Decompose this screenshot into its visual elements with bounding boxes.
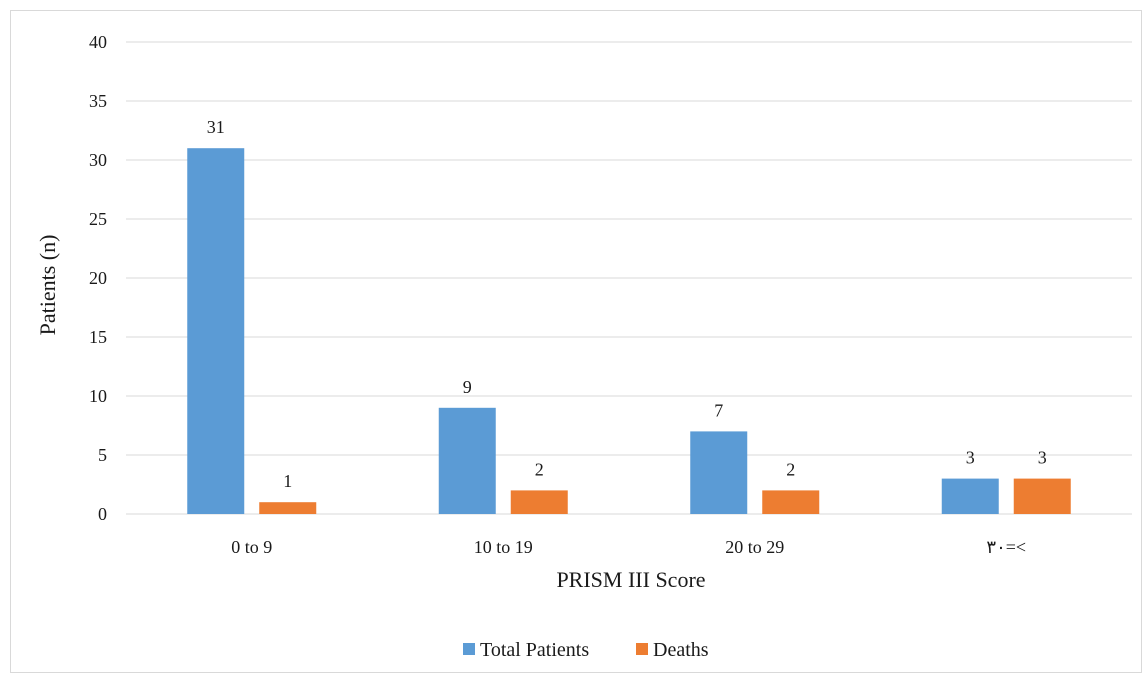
- y-tick-labels: 0 5 10 15 20 25 30 35 40: [89, 32, 107, 524]
- data-label: 2: [535, 459, 544, 479]
- bar-deaths: [762, 490, 820, 514]
- legend: Total Patients Deaths: [463, 639, 709, 661]
- data-label: 3: [1038, 448, 1047, 468]
- bar-total-patients: [187, 148, 245, 514]
- data-label: 31: [207, 117, 225, 137]
- y-tick-label: 0: [98, 504, 107, 524]
- data-label: 2: [786, 459, 795, 479]
- x-tick-label: 0 to 9: [231, 537, 272, 557]
- data-label: 1: [283, 471, 292, 491]
- bar-deaths: [1013, 478, 1071, 514]
- y-tick-label: 30: [89, 150, 107, 170]
- data-labels: 31 1 9 2 7 2 3 3: [207, 117, 1047, 491]
- y-tick-label: 25: [89, 209, 107, 229]
- legend-swatch-deaths: [636, 643, 648, 655]
- data-label: 7: [714, 400, 723, 420]
- y-tick-label: 5: [98, 445, 107, 465]
- legend-label-deaths: Deaths: [653, 639, 709, 661]
- bar-total-patients: [690, 431, 748, 514]
- y-tick-label: 40: [89, 32, 107, 52]
- bar-deaths: [259, 502, 317, 514]
- x-tick-label: 20 to 29: [725, 537, 784, 557]
- y-axis-title: Patients (n): [35, 235, 60, 336]
- y-tick-label: 20: [89, 268, 107, 288]
- bars: [187, 148, 1071, 514]
- y-tick-label: 35: [89, 91, 107, 111]
- bar-total-patients: [438, 407, 496, 514]
- y-tick-label: 10: [89, 386, 107, 406]
- x-tick-labels: 0 to 9 10 to 19 20 to 29 ٣٠=<: [231, 537, 1026, 557]
- data-label: 9: [463, 377, 472, 397]
- y-tick-label: 15: [89, 327, 107, 347]
- x-axis-title: PRISM III Score: [556, 567, 705, 592]
- x-tick-label: 10 to 19: [474, 537, 533, 557]
- legend-label-total-patients: Total Patients: [480, 639, 589, 661]
- bar-deaths: [510, 490, 568, 514]
- gridlines: [126, 41, 1132, 515]
- data-label: 3: [966, 448, 975, 468]
- bar-total-patients: [941, 478, 999, 514]
- legend-swatch-total-patients: [463, 643, 475, 655]
- x-tick-label: ٣٠=<: [986, 537, 1026, 557]
